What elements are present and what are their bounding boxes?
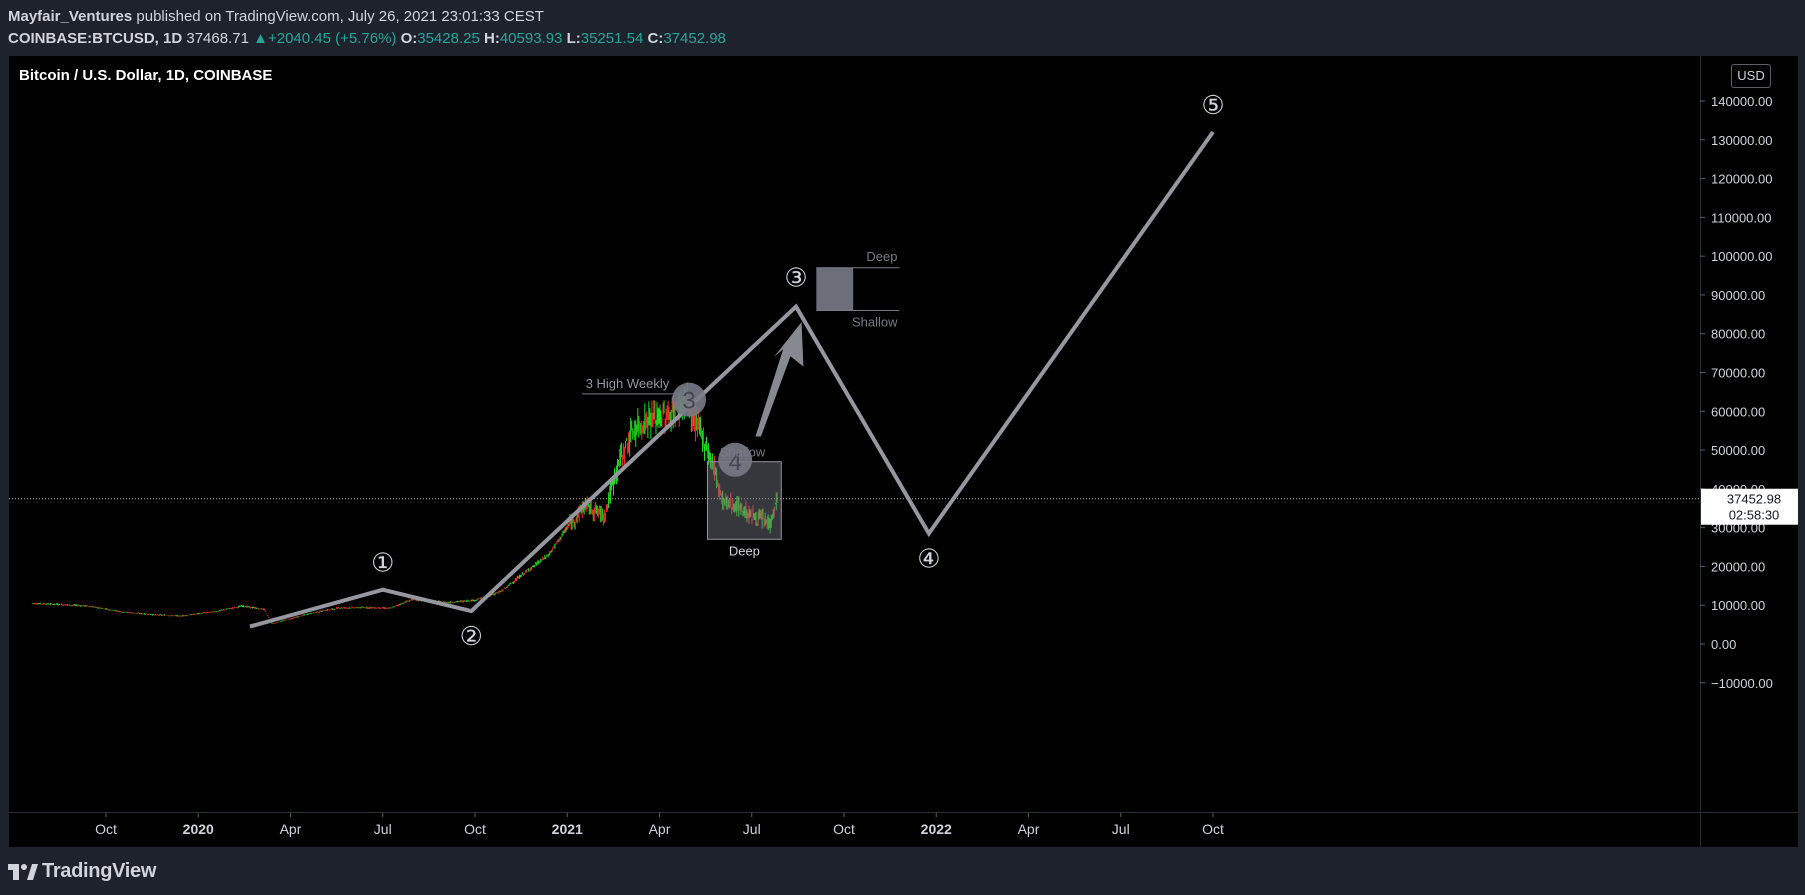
- price-chart[interactable]: 140000.00 130000.00 120000.00 110000.00 1000…: [9, 56, 1798, 847]
- wave-label-1: ①: [371, 548, 394, 578]
- y-tick-label: 100000.00: [1711, 249, 1772, 264]
- box-deep-label: Deep: [729, 543, 760, 558]
- high-label: H:: [484, 30, 500, 47]
- y-tick-label: 0.00: [1711, 637, 1736, 652]
- elliott-wave-line[interactable]: [249, 130, 1215, 629]
- x-tick-label: 2021: [552, 821, 583, 837]
- wave-label-5: ⑤: [1201, 90, 1224, 120]
- y-tick-label: 110000.00: [1711, 210, 1772, 225]
- y-tick-label: 20000.00: [1711, 559, 1765, 574]
- y-tick-label: 130000.00: [1711, 133, 1772, 148]
- x-tick-label: Oct: [833, 821, 855, 837]
- target-range-box[interactable]: [816, 267, 854, 311]
- close-label: C:: [647, 30, 664, 47]
- symbol-label: COINBASE:BTCUSD, 1D: [8, 30, 183, 47]
- price-change: +2040.45 (+5.76%): [267, 30, 397, 47]
- chart-panel[interactable]: 140000.00 130000.00 120000.00 110000.00 1000…: [9, 56, 1798, 847]
- candles-group: [31, 382, 778, 625]
- wave-3-marker: [672, 382, 707, 417]
- tradingview-brand: TradingView: [42, 860, 157, 882]
- y-tick-label: 60000.00: [1711, 404, 1765, 419]
- currency-button[interactable]: USD: [1731, 64, 1771, 88]
- wave-4-range-box[interactable]: [706, 461, 782, 540]
- wave-label-2: ②: [460, 621, 483, 651]
- y-tick-label: 140000.00: [1711, 94, 1772, 109]
- y-tick-label: 50000.00: [1711, 443, 1765, 458]
- up-arrow-icon: ▲: [253, 30, 268, 47]
- high-value: 40593.93: [499, 30, 563, 47]
- x-tick-label: Oct: [1202, 821, 1224, 837]
- x-tick-label: Apr: [649, 821, 671, 837]
- x-tick-label: Jul: [1112, 821, 1130, 837]
- wave-label-3: ③: [784, 263, 807, 293]
- y-tick-label: 70000.00: [1711, 366, 1765, 381]
- y-tick-label: −10000.00: [1711, 676, 1773, 691]
- x-tick-label: 2022: [921, 821, 952, 837]
- x-tick-label: Apr: [280, 821, 302, 837]
- x-tick-label: Oct: [464, 821, 486, 837]
- x-tick-label: Jul: [743, 821, 761, 837]
- last-price-badge: [1701, 488, 1798, 525]
- last-price: 37468.71: [186, 30, 249, 47]
- y-tick-label: 80000.00: [1711, 327, 1765, 342]
- projection-arrow[interactable]: [755, 322, 804, 437]
- last-price-value: 37452.98: [1727, 492, 1781, 507]
- x-tick-label: Jul: [374, 821, 392, 837]
- high-weekly-label: 3 High Weekly: [586, 376, 670, 391]
- box-shallow-label: Shallow: [720, 445, 766, 460]
- wave-4-marker-label: 4: [728, 449, 741, 476]
- ohlc-line: COINBASE:BTCUSD, 1D 37468.71 ▲+2040.45 (…: [8, 29, 726, 48]
- chart-legend-title: Bitcoin / U.S. Dollar, 1D, COINBASE: [19, 67, 273, 84]
- x-tick-label: 2020: [183, 821, 214, 837]
- x-tick-label: Oct: [95, 821, 117, 837]
- wave-4-marker: [718, 442, 753, 477]
- bar-countdown: 02:58:30: [1729, 508, 1780, 523]
- publish-line: Mayfair_Ventures published on TradingVie…: [8, 7, 544, 26]
- y-tick-label: 120000.00: [1711, 172, 1772, 187]
- target-shallow-label: Shallow: [852, 314, 898, 329]
- open-value: 35428.25: [417, 30, 480, 47]
- low-label: L:: [566, 30, 581, 47]
- low-value: 35251.54: [580, 30, 644, 47]
- author-name[interactable]: Mayfair_Ventures: [8, 8, 133, 25]
- x-tick-label: Apr: [1018, 821, 1040, 837]
- y-tick-label: 10000.00: [1711, 598, 1765, 613]
- close-value: 37452.98: [663, 30, 726, 47]
- y-tick-label: 90000.00: [1711, 288, 1765, 303]
- tradingview-logo-icon: [8, 863, 38, 880]
- wave-3-marker-label: 3: [682, 388, 695, 415]
- publish-info: published on TradingView.com, July 26, 2…: [136, 8, 544, 25]
- tradingview-logo[interactable]: TradingView: [8, 860, 156, 883]
- open-label: O:: [400, 30, 418, 47]
- target-deep-label: Deep: [866, 249, 897, 264]
- wave-label-4: ④: [917, 543, 940, 573]
